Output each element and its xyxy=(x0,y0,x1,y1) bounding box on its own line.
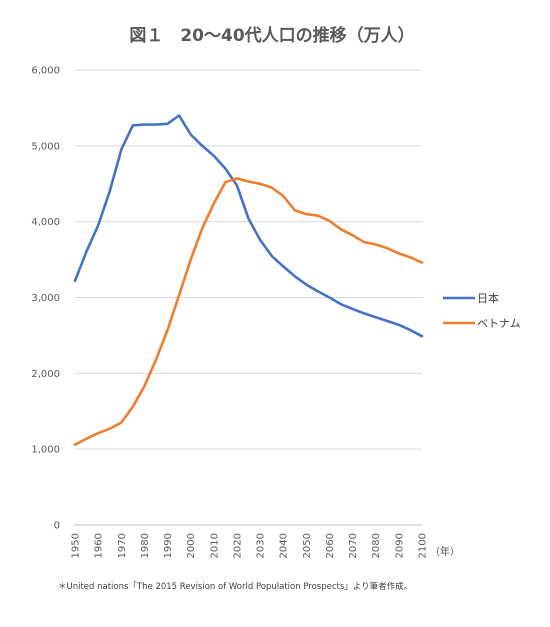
series-lines xyxy=(73,114,424,446)
y-tick-label: 3,000 xyxy=(31,293,60,304)
x-tick-label: 2080 xyxy=(371,533,382,558)
gridlines xyxy=(75,69,422,450)
chart-title: 図１ 20～40代人口の推移（万人） xyxy=(129,25,414,46)
y-tick-label: 2,000 xyxy=(31,369,60,380)
y-tick-label: 6,000 xyxy=(31,66,60,77)
y-axis-tick-labels: 0 1,000 2,000 3,000 4,000 5,000 6,000 xyxy=(31,66,60,532)
x-tick-label: 2050 xyxy=(302,533,313,558)
x-tick-label: 2040 xyxy=(279,533,290,558)
x-tick-label: 2010 xyxy=(209,533,220,558)
x-tick-label: 2030 xyxy=(256,533,267,558)
x-axis-tick-labels: 1950 1960 1970 1980 1990 2000 2010 2020 2030 2040… xyxy=(71,533,429,558)
x-tick-label: 2090 xyxy=(394,533,405,558)
x-tick-label: 2020 xyxy=(232,533,243,558)
x-tick-label: 2000 xyxy=(186,533,197,558)
x-tick-label: 1990 xyxy=(163,533,174,558)
legend-label: 日本 xyxy=(477,291,499,305)
y-tick-label: 4,000 xyxy=(31,217,60,228)
y-tick-label: 1,000 xyxy=(31,445,60,456)
x-tick-label: 1960 xyxy=(94,533,105,558)
series-line-0 xyxy=(73,114,424,338)
x-tick-label: 2060 xyxy=(325,533,336,558)
series-line-1 xyxy=(73,177,424,446)
x-tick-label: 1970 xyxy=(117,533,128,558)
x-tick-label: 2100 xyxy=(418,533,429,558)
footnote: ＊United nations「The 2015 Revision of Wor… xyxy=(58,581,412,592)
x-axis-label: （年） xyxy=(430,545,460,558)
x-tick-label: 1950 xyxy=(71,533,82,558)
x-tick-label: 1980 xyxy=(140,533,151,558)
legend-label: ベトナム xyxy=(477,317,521,330)
x-tick-label: 2070 xyxy=(348,533,359,558)
y-tick-label: 0 xyxy=(54,521,60,532)
y-tick-label: 5,000 xyxy=(31,141,60,152)
